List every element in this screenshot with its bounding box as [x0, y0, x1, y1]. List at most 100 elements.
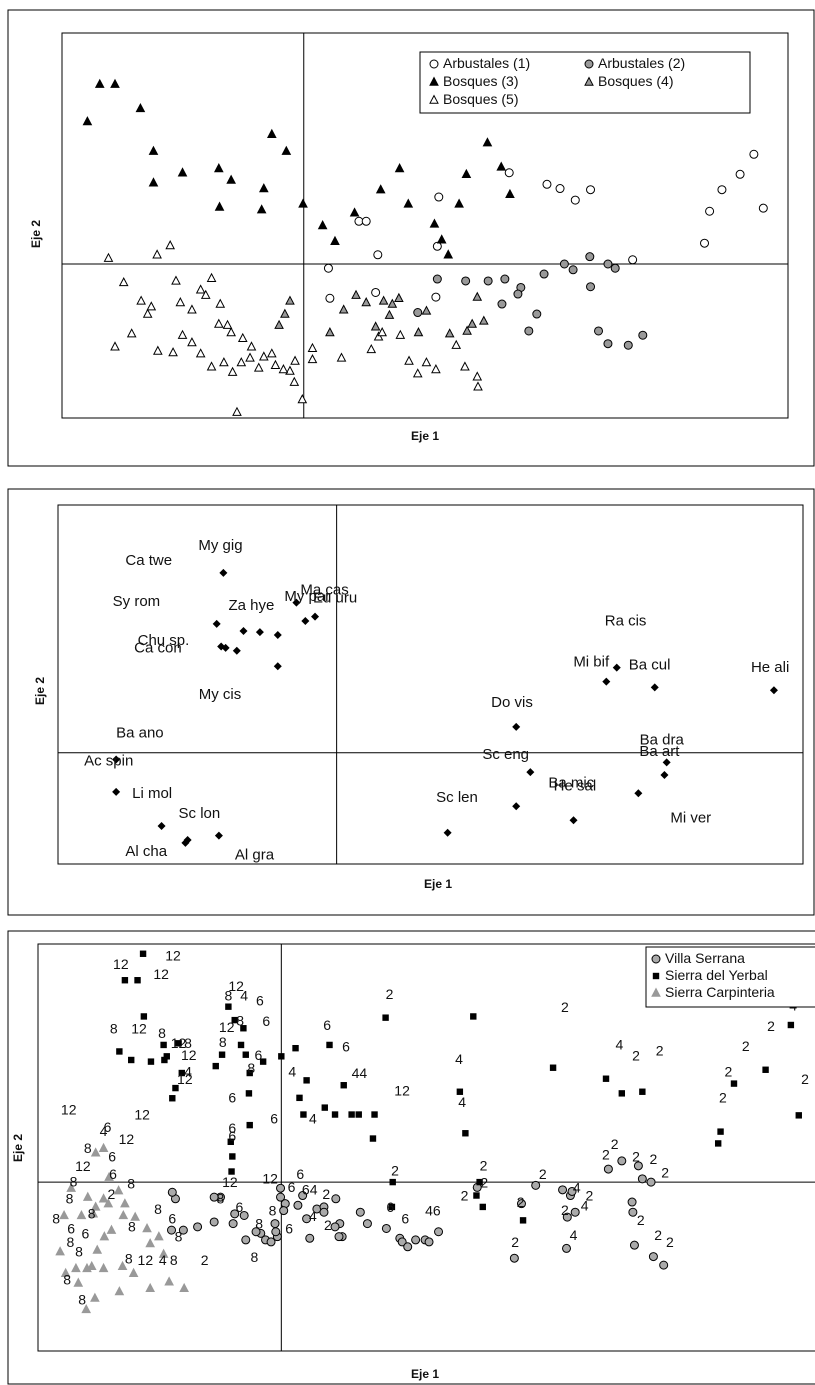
- point-bosques-3: [226, 174, 236, 184]
- point-sierra-carpinteria: [98, 1193, 109, 1203]
- point-arbustales-2: [413, 308, 423, 318]
- point-arbustales-1: [373, 250, 383, 260]
- point-label: 6: [67, 1220, 75, 1236]
- point-sierra-carpinteria: [154, 1231, 164, 1241]
- point-sierra-carpinteria: [103, 1198, 114, 1208]
- point-arbustales-2: [638, 330, 648, 340]
- legend-entry-bosques-5: Bosques (5): [443, 91, 518, 107]
- point-bosques-5: [258, 351, 269, 361]
- point-bosques-5: [431, 364, 441, 374]
- species-label-mi-ver: Mi ver: [670, 809, 711, 826]
- point-label: 2: [511, 1234, 519, 1250]
- point-label: 2: [719, 1090, 727, 1106]
- point-sierra-del-yerbal: [231, 1016, 238, 1024]
- point-label: 6: [323, 1017, 331, 1033]
- point-arbustales-2: [585, 252, 595, 262]
- point-bosques-5: [206, 272, 217, 282]
- point-label: 8: [66, 1234, 74, 1250]
- point-bosques-4: [351, 289, 361, 299]
- point-sierra-del-yerbal: [229, 1153, 236, 1160]
- point-bosques-5: [165, 240, 176, 250]
- panel-3-legend-box: [645, 946, 815, 1008]
- point-label: 2: [517, 1194, 525, 1210]
- point-bosques-5: [126, 328, 137, 338]
- point-label: 8: [154, 1201, 162, 1217]
- point-villa-serrana: [178, 1225, 188, 1235]
- point-bosques-5: [213, 318, 224, 328]
- point-sierra-del-yerbal: [121, 977, 129, 984]
- point-arbustales-1: [432, 241, 442, 251]
- point-bosques-5: [307, 342, 318, 353]
- point-villa-serrana: [239, 1210, 249, 1220]
- point-bosques-5: [206, 361, 217, 371]
- point-bosques-5: [266, 348, 277, 358]
- point-label: 8: [269, 1202, 277, 1218]
- legend-marker-villa-serrana: [651, 954, 661, 964]
- point-label: 6: [386, 1199, 394, 1215]
- point-villa-serrana: [362, 1219, 372, 1229]
- species-point-sc-lon: [157, 821, 166, 830]
- point-sierra-del-yerbal: [246, 1069, 253, 1077]
- point-bosques-5: [153, 345, 163, 355]
- species-label-eu-uru: Eu uru: [313, 590, 357, 607]
- point-arbustales-1: [758, 203, 768, 213]
- point-label: 8: [84, 1140, 92, 1156]
- species-label-sc-len: Sc len: [436, 789, 478, 806]
- point-sierra-del-yerbal: [163, 1053, 170, 1060]
- point-villa-serrana: [266, 1237, 276, 1247]
- point-sierra-del-yerbal: [321, 1104, 328, 1111]
- point-bosques-5: [227, 366, 238, 376]
- point-bosques-5: [222, 319, 233, 329]
- point-bosques-5: [473, 381, 483, 391]
- point-villa-serrana: [167, 1187, 177, 1197]
- point-bosques-3: [496, 161, 507, 171]
- point-bosques-3: [258, 183, 269, 193]
- point-sierra-carpinteria: [113, 1185, 124, 1195]
- point-bosques-5: [395, 329, 406, 339]
- point-arbustales-1: [371, 287, 381, 297]
- point-bosques-3: [135, 102, 146, 113]
- legend-marker-bosques-4: [584, 76, 594, 86]
- species-label-my-par: My par: [284, 588, 330, 605]
- species-label-ba-dra: Ba dra: [640, 731, 685, 748]
- point-bosques-3: [349, 207, 360, 217]
- point-sierra-del-yerbal: [389, 1178, 396, 1186]
- point-label: 2: [602, 1146, 610, 1162]
- point-sierra-carpinteria: [142, 1223, 152, 1233]
- point-sierra-del-yerbal: [175, 1040, 182, 1047]
- species-label-he-ali: He ali: [751, 659, 789, 676]
- point-label: 4: [615, 1036, 623, 1052]
- point-sierra-del-yerbal: [473, 1192, 480, 1199]
- legend-entry-bosques-3: Bosques (3): [443, 73, 518, 89]
- point-arbustales-1: [705, 206, 715, 216]
- point-label: 2: [324, 1217, 332, 1233]
- point-bosques-3: [298, 198, 308, 208]
- point-label: 2: [585, 1187, 593, 1203]
- legend-entry-bosques-4: Bosques (4): [598, 73, 673, 89]
- point-sierra-del-yerbal: [795, 1112, 802, 1119]
- point-sierra-carpinteria: [92, 1244, 103, 1254]
- point-sierra-del-yerbal: [348, 1111, 355, 1118]
- panel-1-sitios: Arbustales (1) Arbustales (2) Bosques (3) B…: [7, 9, 815, 467]
- point-label: 8: [170, 1252, 178, 1268]
- point-villa-serrana: [293, 1200, 303, 1210]
- species-label-ba-cul: Ba cul: [629, 656, 671, 673]
- point-villa-serrana: [562, 1243, 572, 1253]
- panel-1-frame: [7, 9, 815, 467]
- point-bosques-5: [246, 341, 257, 351]
- point-label: 12: [131, 1021, 147, 1037]
- point-sierra-del-yerbal: [519, 1217, 527, 1224]
- point-arbustales-1: [749, 149, 759, 159]
- point-bosques-5: [278, 364, 289, 374]
- point-bosques-3: [110, 78, 120, 88]
- point-bosques-3: [394, 163, 405, 173]
- point-villa-serrana: [659, 1260, 669, 1270]
- point-arbustales-2: [497, 299, 507, 309]
- point-arbustales-2: [461, 276, 471, 286]
- legend-marker-arbustales-2: [584, 59, 594, 69]
- point-label: 12: [228, 978, 244, 994]
- point-label: 8: [236, 1012, 244, 1028]
- point-villa-serrana: [509, 1253, 519, 1263]
- legend-marker-arbustales-1: [429, 59, 439, 69]
